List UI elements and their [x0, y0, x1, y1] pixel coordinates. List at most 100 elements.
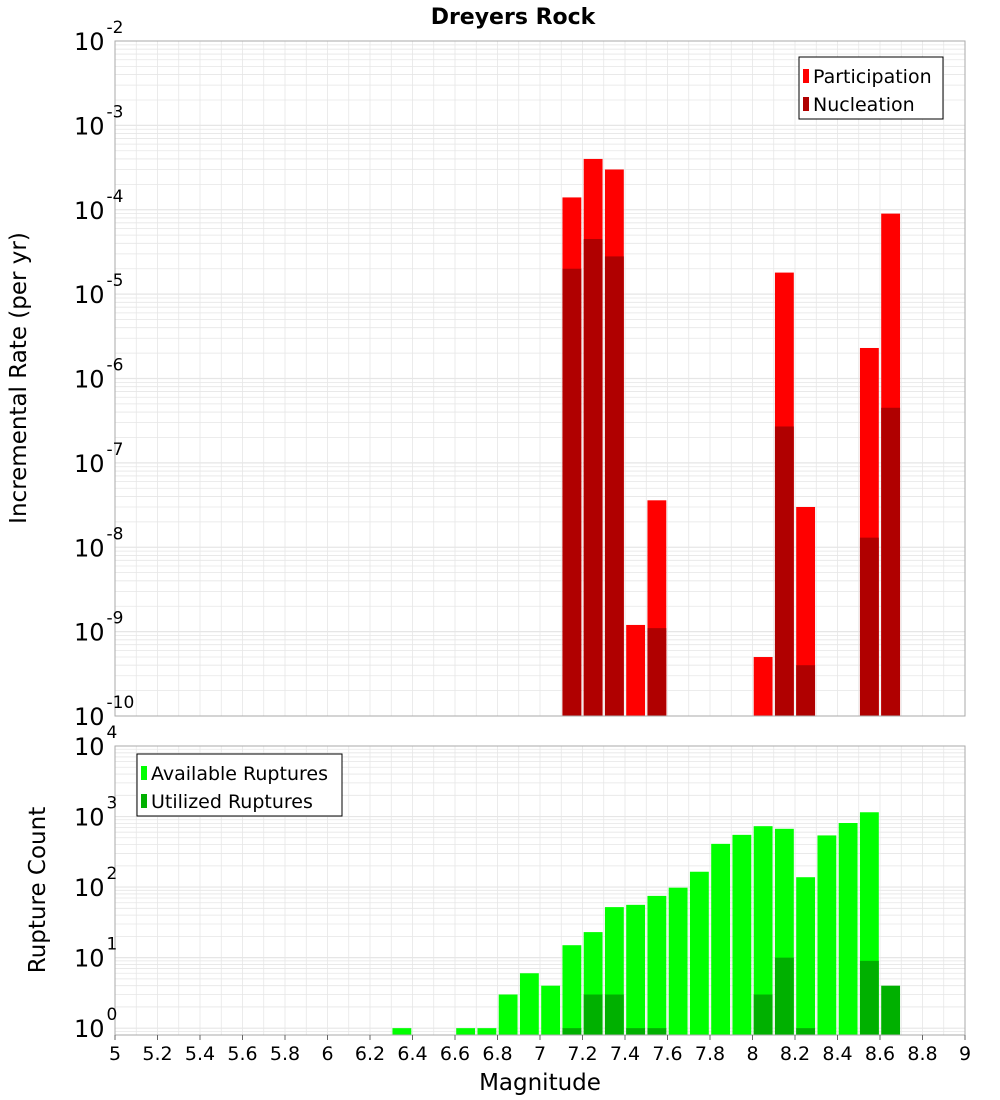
- top-y-axis-title: Incremental Rate (per yr): [6, 232, 32, 524]
- y-tick-exponent: -8: [107, 524, 124, 544]
- y-tick-exponent: -9: [107, 609, 124, 629]
- y-tick-exponent: 3: [107, 794, 118, 814]
- legend-swatch: [803, 97, 809, 111]
- y-tick-exponent: -2: [107, 18, 124, 38]
- bar-nucleation: [647, 628, 667, 716]
- legend-label: Available Ruptures: [151, 763, 328, 785]
- x-tick-label: 5.2: [142, 1043, 172, 1065]
- bar-available-ruptures: [562, 945, 582, 1035]
- bar-available-ruptures: [711, 843, 731, 1035]
- bar-available-ruptures: [498, 994, 518, 1035]
- bar-utilized-ruptures: [583, 994, 603, 1035]
- x-tick-label: 6.6: [440, 1043, 470, 1065]
- bar-participation: [753, 657, 773, 716]
- x-tick-label: 9: [959, 1043, 971, 1065]
- x-tick-label: 7.6: [652, 1043, 682, 1065]
- bar-available-ruptures: [668, 887, 688, 1035]
- bar-available-ruptures: [626, 904, 646, 1035]
- bar-available-ruptures: [689, 871, 709, 1035]
- bar-utilized-ruptures: [774, 957, 794, 1035]
- x-tick-label: 8.2: [780, 1043, 810, 1065]
- y-tick-exponent: -4: [107, 187, 124, 207]
- y-tick-exponent: 2: [107, 864, 118, 884]
- bar-available-ruptures: [477, 1028, 497, 1035]
- bar-available-ruptures: [796, 877, 816, 1035]
- x-tick-label: 5: [109, 1043, 121, 1065]
- y-tick-label: 10 -10: [74, 693, 134, 731]
- y-tick-label: 10 2: [74, 864, 117, 902]
- x-tick-label: 8.6: [865, 1043, 895, 1065]
- y-tick-label: 10 3: [74, 794, 117, 832]
- bar-available-ruptures: [392, 1028, 412, 1035]
- bar-nucleation: [881, 407, 901, 716]
- x-tick-label: 7.4: [610, 1043, 640, 1065]
- y-tick-exponent: 0: [107, 1005, 118, 1025]
- bottom-y-axis-title: Rupture Count: [25, 807, 51, 973]
- legend-swatch: [141, 794, 147, 808]
- x-tick-label: 8.8: [907, 1043, 937, 1065]
- legend-label: Participation: [813, 66, 932, 88]
- bar-available-ruptures: [647, 895, 667, 1035]
- bar-participation: [626, 624, 646, 716]
- x-tick-label: 6.2: [355, 1043, 385, 1065]
- y-tick-exponent: 4: [107, 723, 118, 743]
- legend-swatch: [803, 69, 809, 83]
- y-tick-exponent: 1: [107, 935, 118, 955]
- x-tick-label: 6: [321, 1043, 333, 1065]
- x-tick-label: 6.4: [397, 1043, 427, 1065]
- bar-nucleation: [859, 537, 879, 716]
- x-tick-label: 5.6: [227, 1043, 257, 1065]
- y-tick-label: 10 -5: [74, 271, 124, 309]
- x-tick-label: 8.4: [822, 1043, 852, 1065]
- legend-label: Utilized Ruptures: [151, 791, 313, 813]
- x-tick-label: 7: [534, 1043, 546, 1065]
- y-tick-exponent: -10: [107, 693, 135, 713]
- y-tick-label: 10 0: [74, 1005, 117, 1043]
- legend-label: Nucleation: [813, 94, 915, 116]
- y-tick-label: 10 -3: [74, 102, 124, 140]
- y-tick-label: 10 1: [74, 935, 117, 973]
- legend-swatch: [141, 766, 147, 780]
- bar-available-ruptures: [753, 826, 773, 1035]
- y-tick-exponent: -6: [107, 356, 124, 376]
- bar-available-ruptures: [838, 822, 858, 1035]
- legend: Participation Nucleation: [798, 56, 944, 120]
- y-tick-exponent: -3: [107, 102, 124, 122]
- bar-utilized-ruptures: [626, 1028, 646, 1035]
- y-tick-exponent: -7: [107, 440, 124, 460]
- chart-title: Dreyers Rock: [431, 5, 597, 30]
- x-tick-label: 5.4: [185, 1043, 215, 1065]
- x-tick-label: 5.8: [270, 1043, 300, 1065]
- x-tick-label: 6.8: [482, 1043, 512, 1065]
- bar-utilized-ruptures: [859, 960, 879, 1035]
- legend: Available Ruptures Utilized Ruptures: [136, 753, 343, 817]
- bar-available-ruptures: [817, 835, 837, 1035]
- y-tick-exponent: -5: [107, 271, 124, 291]
- y-tick-label: 10 -4: [74, 187, 124, 225]
- incremental-rate-panel: 10-10 10-9 10-8 10-7 10-6 10-5 10-4 10-3 10 -2 Par…: [74, 18, 966, 731]
- x-axis-title: Magnitude: [479, 1070, 601, 1096]
- bar-nucleation: [774, 426, 794, 716]
- bar-participation: [796, 506, 816, 716]
- bar-available-ruptures: [732, 834, 752, 1035]
- bar-utilized-ruptures: [647, 1028, 667, 1035]
- bar-nucleation: [796, 665, 816, 716]
- x-tick-label: 7.8: [695, 1043, 725, 1065]
- legend-box: [798, 56, 944, 120]
- bar-available-ruptures: [519, 973, 539, 1035]
- y-tick-label: 10 -9: [74, 609, 124, 647]
- bar-utilized-ruptures: [753, 994, 773, 1035]
- bar-nucleation: [562, 268, 582, 716]
- bar-nucleation: [583, 239, 603, 716]
- bar-utilized-ruptures: [604, 994, 624, 1035]
- bar-utilized-ruptures: [796, 1028, 816, 1035]
- legend-box: [136, 753, 343, 817]
- y-tick-label: 10 -6: [74, 356, 124, 394]
- plot-frame: [114, 40, 966, 717]
- bar-utilized-ruptures: [562, 1028, 582, 1035]
- bar-nucleation: [604, 256, 624, 716]
- bar-available-ruptures: [456, 1028, 476, 1035]
- y-tick-label: 10 -2: [74, 18, 124, 56]
